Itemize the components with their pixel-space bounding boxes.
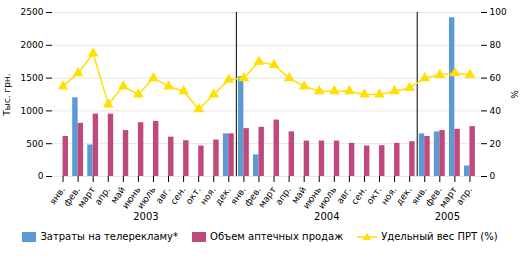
svg-text:500: 500 (26, 139, 43, 149)
svg-text:2005: 2005 (435, 211, 460, 222)
svg-text:сен.: сен. (349, 185, 368, 206)
svg-text:1000: 1000 (21, 106, 44, 116)
svg-text:окт.: окт. (183, 184, 203, 207)
svg-text:март: март (437, 185, 459, 210)
svg-text:60: 60 (490, 73, 502, 83)
svg-text:окт.: окт. (364, 184, 384, 207)
svg-text:%: % (510, 90, 520, 99)
svg-text:дек.: дек. (213, 185, 233, 207)
svg-text:апр.: апр. (93, 185, 113, 207)
svg-text:0: 0 (38, 171, 44, 181)
svg-text:март: март (76, 185, 98, 210)
svg-text:дек.: дек. (394, 185, 414, 207)
svg-text:авг.: авг. (334, 184, 354, 206)
svg-text:янв.: янв. (409, 184, 429, 207)
svg-text:июнь: июнь (120, 184, 143, 211)
svg-text:2004: 2004 (314, 211, 339, 222)
svg-text:ноя.: ноя. (379, 184, 399, 207)
svg-text:фев.: фев. (242, 184, 263, 209)
html-text:Удельный вес ПРТ (%): Удельный вес ПРТ (%) (381, 231, 498, 242)
svg-text:март: март (256, 185, 278, 210)
svg-text:20: 20 (490, 139, 502, 149)
svg-text:июль: июль (135, 184, 158, 211)
svg-text:апр.: апр. (273, 185, 293, 207)
svg-text:100: 100 (490, 7, 507, 17)
svg-text:2000: 2000 (21, 40, 44, 50)
svg-text:фев.: фев. (61, 184, 83, 209)
svg-text:фев.: фев. (423, 184, 444, 209)
svg-text:1500: 1500 (21, 73, 44, 83)
svg-text:сен.: сен. (168, 185, 187, 206)
svg-text:май: май (108, 184, 128, 206)
svg-text:июнь: июнь (300, 184, 324, 211)
svg-text:июль: июль (316, 184, 339, 211)
svg-text:ноя.: ноя. (198, 184, 218, 207)
svg-text:авг.: авг. (153, 184, 173, 206)
svg-text:янв.: янв. (228, 184, 248, 207)
svg-text:май: май (289, 184, 309, 206)
svg-text:Тыс. грн.: Тыс. грн. (2, 73, 12, 116)
svg-text:2003: 2003 (133, 211, 158, 222)
svg-text:0: 0 (490, 171, 496, 181)
svg-text:янв.: янв. (47, 184, 67, 207)
svg-text:2500: 2500 (21, 7, 44, 17)
svg-text:апр.: апр. (454, 185, 474, 207)
svg-text:80: 80 (490, 40, 502, 50)
html-text:Объем аптечных продаж: Объем аптечных продаж (210, 231, 344, 242)
html-text:Затраты на телерекламу*: Затраты на телерекламу* (40, 231, 178, 242)
svg-text:40: 40 (490, 106, 502, 116)
